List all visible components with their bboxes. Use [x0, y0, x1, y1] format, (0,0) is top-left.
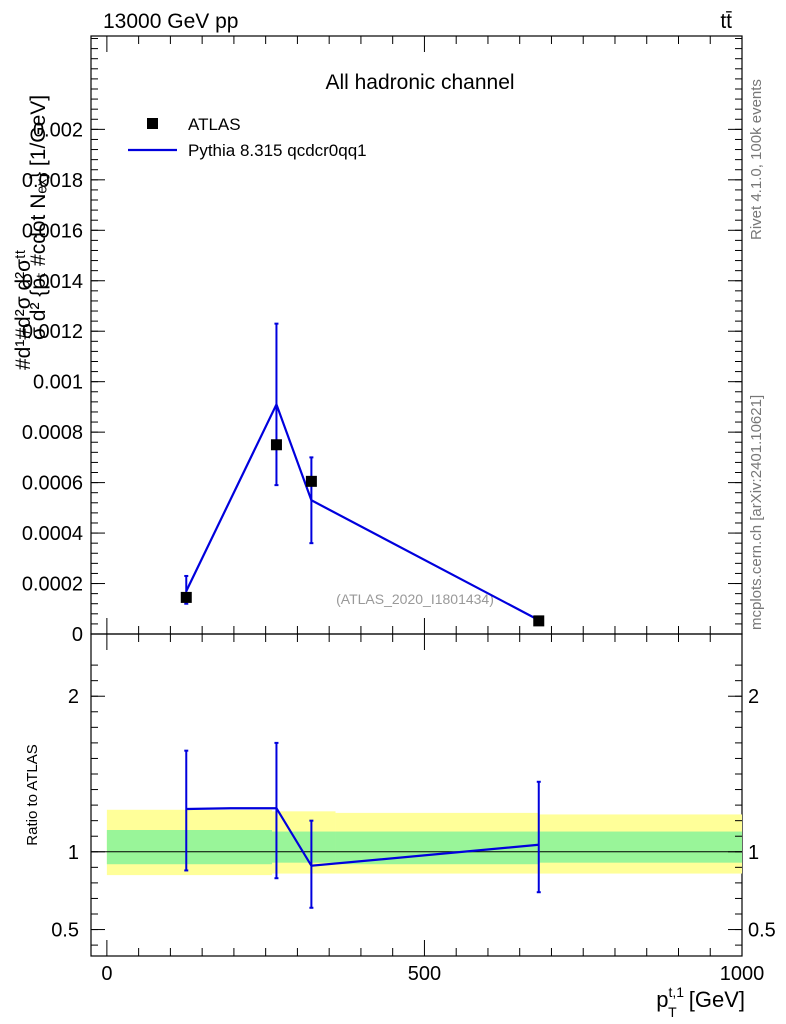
main-ytick-label-4: 0.0008: [22, 422, 83, 444]
ratio-frame: [90, 633, 743, 957]
atlas-point: [305, 475, 317, 487]
rivet-version-label: Rivet 4.1.0, 100k events: [748, 79, 765, 240]
pythia-line: [185, 401, 540, 622]
main-y-axis: 0 0.0002 0.0004 0.0006 0.0008 0.001 0.0012 0.00…: [22, 38, 742, 646]
main-ytick-label-2: 0.0004: [22, 523, 83, 545]
ratio-x-axis: 0 500 1000: [101, 634, 764, 985]
x-axis-label-sub: T: [668, 1004, 677, 1020]
ratio-ytick-label-left-1: 1: [68, 842, 79, 864]
y-axis-label-line1: #d¹#d²σ d²σᵗᵗ: [12, 250, 35, 370]
legend-label-atlas: ATLAS: [188, 115, 241, 134]
main-series: [180, 322, 545, 627]
uncertainty-bands: [106, 809, 742, 876]
main-ytick-label-5: 0.001: [33, 372, 83, 394]
main-panel: 0 0.0002 0.0004 0.0006 0.0008 0.001 0.0012 0.00…: [12, 35, 743, 646]
x-axis-label-main: p: [656, 987, 668, 1012]
legend-label-pythia: Pythia 8.315 qcdcr0qq1: [188, 141, 367, 160]
ratio-panel: 0.5 0.5 1 1 2 2 0 500 1000 Ratio to ATLAS pt,1 T…: [24, 633, 776, 1020]
chart-title: All hadronic channel: [325, 71, 514, 94]
analysis-watermark: (ATLAS_2020_I1801434): [336, 591, 494, 607]
green-band-3: [538, 831, 742, 863]
ratio-ytick-label-right-2: 2: [748, 686, 759, 708]
green-band-0: [106, 830, 273, 865]
main-ytick-label-0: 0: [72, 624, 83, 646]
mcplots-label: mcplots.cern.ch [arXiv:2401.10621]: [748, 395, 765, 630]
x-tick-label-1: 500: [408, 963, 441, 985]
atlas-point: [180, 591, 192, 603]
ratio-ytick-label-left-0: 0.5: [51, 920, 79, 942]
ratio-y-axis: 0.5 0.5 1 1 2 2: [51, 664, 776, 946]
main-ytick-label-1: 0.0002: [22, 574, 83, 596]
ratio-ytick-label-right-0: 0.5: [748, 920, 776, 942]
energy-label: 13000 GeV pp: [103, 10, 238, 33]
x-axis-label-sup: t,1: [669, 984, 685, 1000]
main-ytick-label-6: 0.0012: [22, 321, 83, 343]
process-label: tt̄: [720, 10, 732, 33]
main-ytick-label-8: 0.0016: [22, 220, 83, 242]
atlas-point: [533, 615, 545, 627]
ratio-ytick-label-left-2: 2: [68, 686, 79, 708]
main-ytick-label-9: 0.0018: [22, 170, 83, 192]
main-ytick-label-10: 0.002: [33, 119, 83, 141]
legend-marker-atlas: [147, 118, 158, 129]
x-axis-label: pt,1 T [GeV]: [656, 984, 745, 1020]
y-axis-label-line2: σ d² {pₜ #cdot Nₑₓ} [1/GeV]: [27, 95, 50, 340]
green-band-1: [272, 831, 336, 863]
x-axis-label-unit: [GeV]: [683, 987, 745, 1012]
ratio-ytick-label-right-1: 1: [748, 842, 759, 864]
ratio-y-label: Ratio to ATLAS: [24, 744, 41, 845]
main-ytick-label-3: 0.0006: [22, 473, 83, 495]
main-ytick-label-7: 0.0014: [22, 271, 83, 293]
ratio-series: [184, 741, 541, 909]
y-axis-label: #d¹#d²σ d²σᵗᵗ σ d² {pₜ #cdot Nₑₓ} [1/GeV…: [12, 95, 50, 370]
x-tick-label-0: 0: [101, 963, 112, 985]
legend: ATLAS Pythia 8.315 qcdcr0qq1: [128, 115, 367, 160]
main-x-ticks: [106, 36, 743, 634]
x-tick-label-2: 1000: [720, 963, 765, 985]
atlas-point: [270, 439, 282, 451]
